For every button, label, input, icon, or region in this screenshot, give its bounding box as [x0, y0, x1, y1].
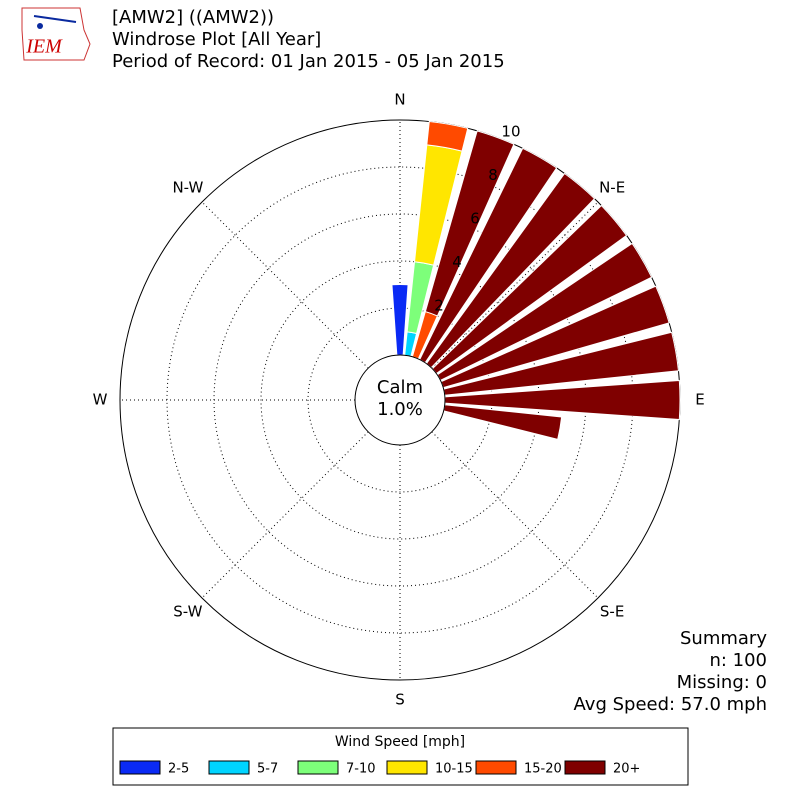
title: [AMW2] ((AMW2)) — [112, 7, 274, 28]
legend-label: 5-7 — [257, 762, 278, 777]
legend-title: Wind Speed [mph] — [335, 734, 465, 750]
summary-line: Avg Speed: 57.0 mph — [574, 694, 767, 715]
logo-icon — [37, 23, 43, 29]
legend-swatch — [119, 760, 161, 775]
summary-line: Summary — [680, 628, 767, 649]
r-tick-label: 10 — [501, 123, 520, 141]
spoke — [201, 431, 369, 599]
compass-label: N — [394, 91, 405, 109]
compass-label: S-W — [173, 603, 202, 621]
legend-swatch — [564, 760, 606, 775]
compass-label: S — [395, 691, 405, 709]
legend-swatch — [386, 760, 428, 775]
legend-swatch — [208, 760, 250, 775]
logo-text: IEM — [25, 36, 63, 58]
spoke — [201, 201, 369, 369]
calm-circle — [354, 354, 446, 446]
legend-swatch — [297, 760, 339, 775]
compass-label: N-E — [599, 178, 625, 196]
calm-label: Calm — [377, 377, 423, 398]
spoke — [431, 431, 599, 599]
bar-segment — [424, 130, 515, 317]
summary-line: Missing: 0 — [677, 672, 767, 693]
legend-label: 7-10 — [346, 762, 376, 777]
r-tick-label: 8 — [488, 166, 498, 184]
r-tick-label: 2 — [434, 296, 444, 314]
compass-label: S-E — [600, 603, 624, 621]
compass-label: W — [93, 391, 108, 409]
r-tick-label: 6 — [470, 209, 480, 227]
summary-line: n: 100 — [709, 650, 767, 671]
legend-label: 20+ — [613, 762, 640, 777]
r-tick-label: 4 — [452, 253, 462, 271]
legend-label: 10-15 — [435, 762, 473, 777]
calm-value: 1.0% — [377, 399, 423, 420]
legend-box — [112, 727, 689, 786]
compass-label: E — [695, 391, 704, 409]
logo-icon — [33, 15, 77, 23]
bar-segment — [426, 120, 469, 152]
legend-label: 2-5 — [168, 762, 189, 777]
logo: IEM — [21, 7, 91, 61]
legend-label: 15-20 — [524, 762, 562, 777]
title: Windrose Plot [All Year] — [112, 29, 321, 50]
title: Period of Record: 01 Jan 2015 - 05 Jan 2… — [112, 51, 505, 72]
compass-label: N-W — [172, 178, 203, 196]
legend-swatch — [475, 760, 517, 775]
logo-outline — [21, 7, 91, 61]
